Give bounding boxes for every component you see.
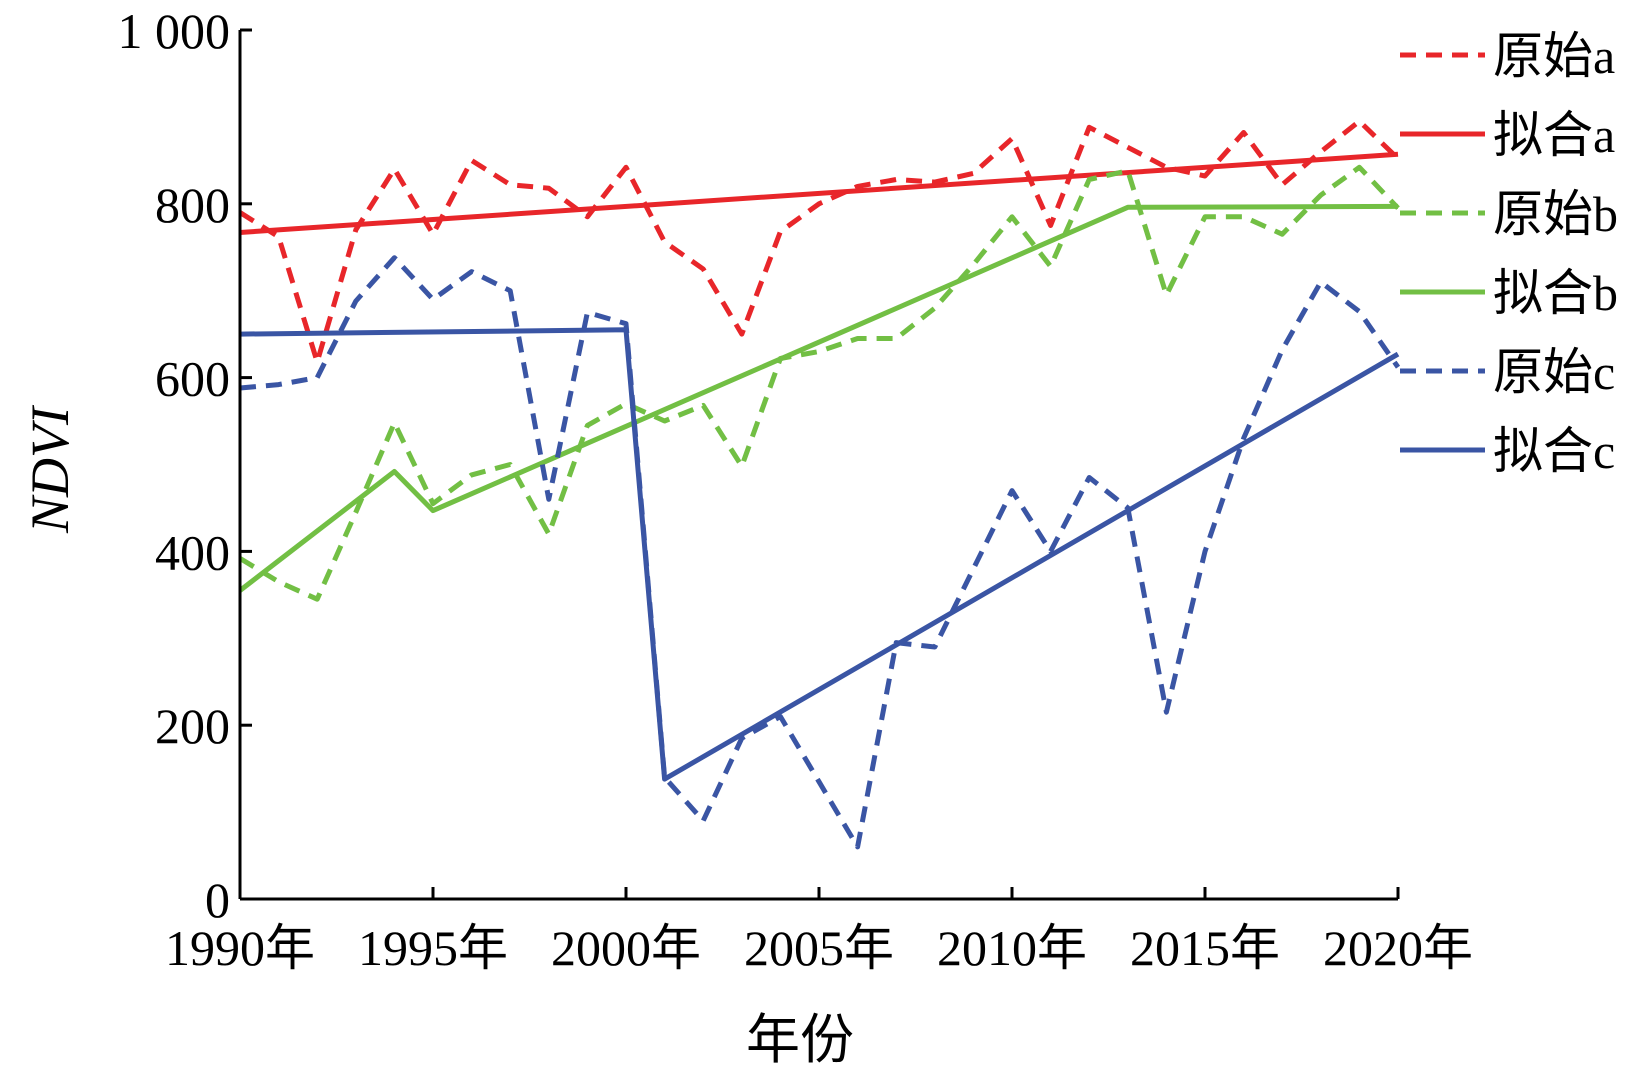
legend-label-6: 拟合c <box>1493 423 1615 479</box>
series-line-3 <box>238 164 1400 602</box>
y-tick-label: 1 000 <box>118 3 231 59</box>
series-line-6 <box>239 327 1400 782</box>
y-tick-label: 0 <box>205 872 230 928</box>
y-tick-label: 400 <box>155 524 230 580</box>
series-line-1 <box>238 118 1400 365</box>
y-tick-label: 800 <box>155 177 230 233</box>
x-tick-label: 2010年 <box>937 920 1087 976</box>
legend-label-2: 拟合a <box>1493 107 1615 163</box>
series-line-2 <box>239 151 1399 235</box>
x-tick-label: 2015年 <box>1130 920 1280 976</box>
legend: 原始a 拟合a 原始b 拟合b 原始c 拟合c <box>1400 28 1618 479</box>
legend-label-4: 拟合b <box>1493 265 1618 321</box>
series-layer <box>238 118 1401 850</box>
y-axis-title: NDVI <box>20 404 80 534</box>
series-line-4 <box>238 203 1399 593</box>
axes-layer: 0 200 400 600 800 1 000 1990年 1995年 2000年 2005年 20… <box>118 3 1474 976</box>
x-tick-label: 1990年 <box>165 920 315 976</box>
y-tick-label: 600 <box>155 351 230 407</box>
x-axis-title: 年份 <box>746 1010 854 1070</box>
x-tick-label: 2000年 <box>551 920 701 976</box>
series-line-5 <box>239 255 1401 850</box>
legend-label-3: 原始b <box>1493 186 1618 242</box>
x-tick-label: 2020年 <box>1323 920 1473 976</box>
legend-label-5: 原始c <box>1493 344 1615 400</box>
legend-label-1: 原始a <box>1493 28 1615 84</box>
y-tick-label: 200 <box>155 698 230 754</box>
x-tick-label: 1995年 <box>358 920 508 976</box>
x-tick-label: 2005年 <box>744 920 894 976</box>
